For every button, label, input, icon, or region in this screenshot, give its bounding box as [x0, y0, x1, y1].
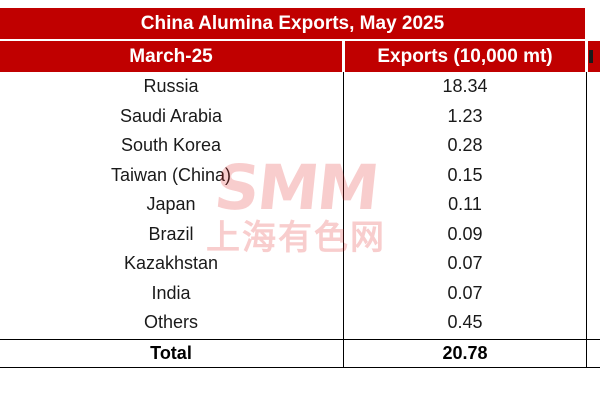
column-divider: [343, 72, 344, 368]
table-row: Japan 0.11: [0, 190, 600, 220]
header-cut-column: [588, 41, 600, 72]
header-cut-text: [589, 50, 593, 63]
table-title: China Alumina Exports, May 2025: [0, 8, 585, 39]
table-row: Saudi Arabia 1.23: [0, 102, 600, 132]
exports-cell: 1.23: [447, 105, 483, 126]
exports-cell: 0.11: [448, 194, 482, 215]
country-cell: Brazil: [148, 223, 194, 244]
total-row: Total 20.78: [0, 339, 600, 368]
table-row: Kazakhstan 0.07: [0, 249, 600, 279]
country-cell: Saudi Arabia: [119, 105, 223, 126]
exports-cell: 0.07: [447, 253, 483, 274]
table-row: Taiwan (China) 0.15: [0, 161, 600, 191]
table-row: Russia 18.34: [0, 72, 600, 102]
country-cell: Russia: [143, 76, 199, 97]
header-exports: Exports (10,000 mt): [345, 41, 585, 72]
total-label: Total: [150, 343, 192, 363]
exports-cell: 0.09: [447, 223, 483, 244]
country-cell: Others: [143, 312, 199, 333]
table-row: South Korea 0.28: [0, 131, 600, 161]
table-row: India 0.07: [0, 279, 600, 309]
total-value: 20.78: [442, 343, 488, 363]
column-divider: [586, 72, 587, 368]
header-month: March-25: [0, 41, 342, 72]
exports-cell: 0.28: [447, 135, 483, 156]
exports-cell: 0.15: [447, 164, 483, 185]
country-cell: Japan: [146, 194, 196, 215]
exports-cell: 0.45: [447, 312, 483, 333]
country-cell: Taiwan (China): [110, 164, 232, 185]
table-row: Others 0.45: [0, 308, 600, 338]
table-row: Brazil 0.09: [0, 220, 600, 250]
country-cell: India: [151, 282, 191, 303]
country-cell: South Korea: [120, 135, 222, 156]
exports-cell: 0.07: [447, 282, 483, 303]
exports-cell: 18.34: [442, 76, 488, 97]
country-cell: Kazakhstan: [123, 253, 219, 274]
